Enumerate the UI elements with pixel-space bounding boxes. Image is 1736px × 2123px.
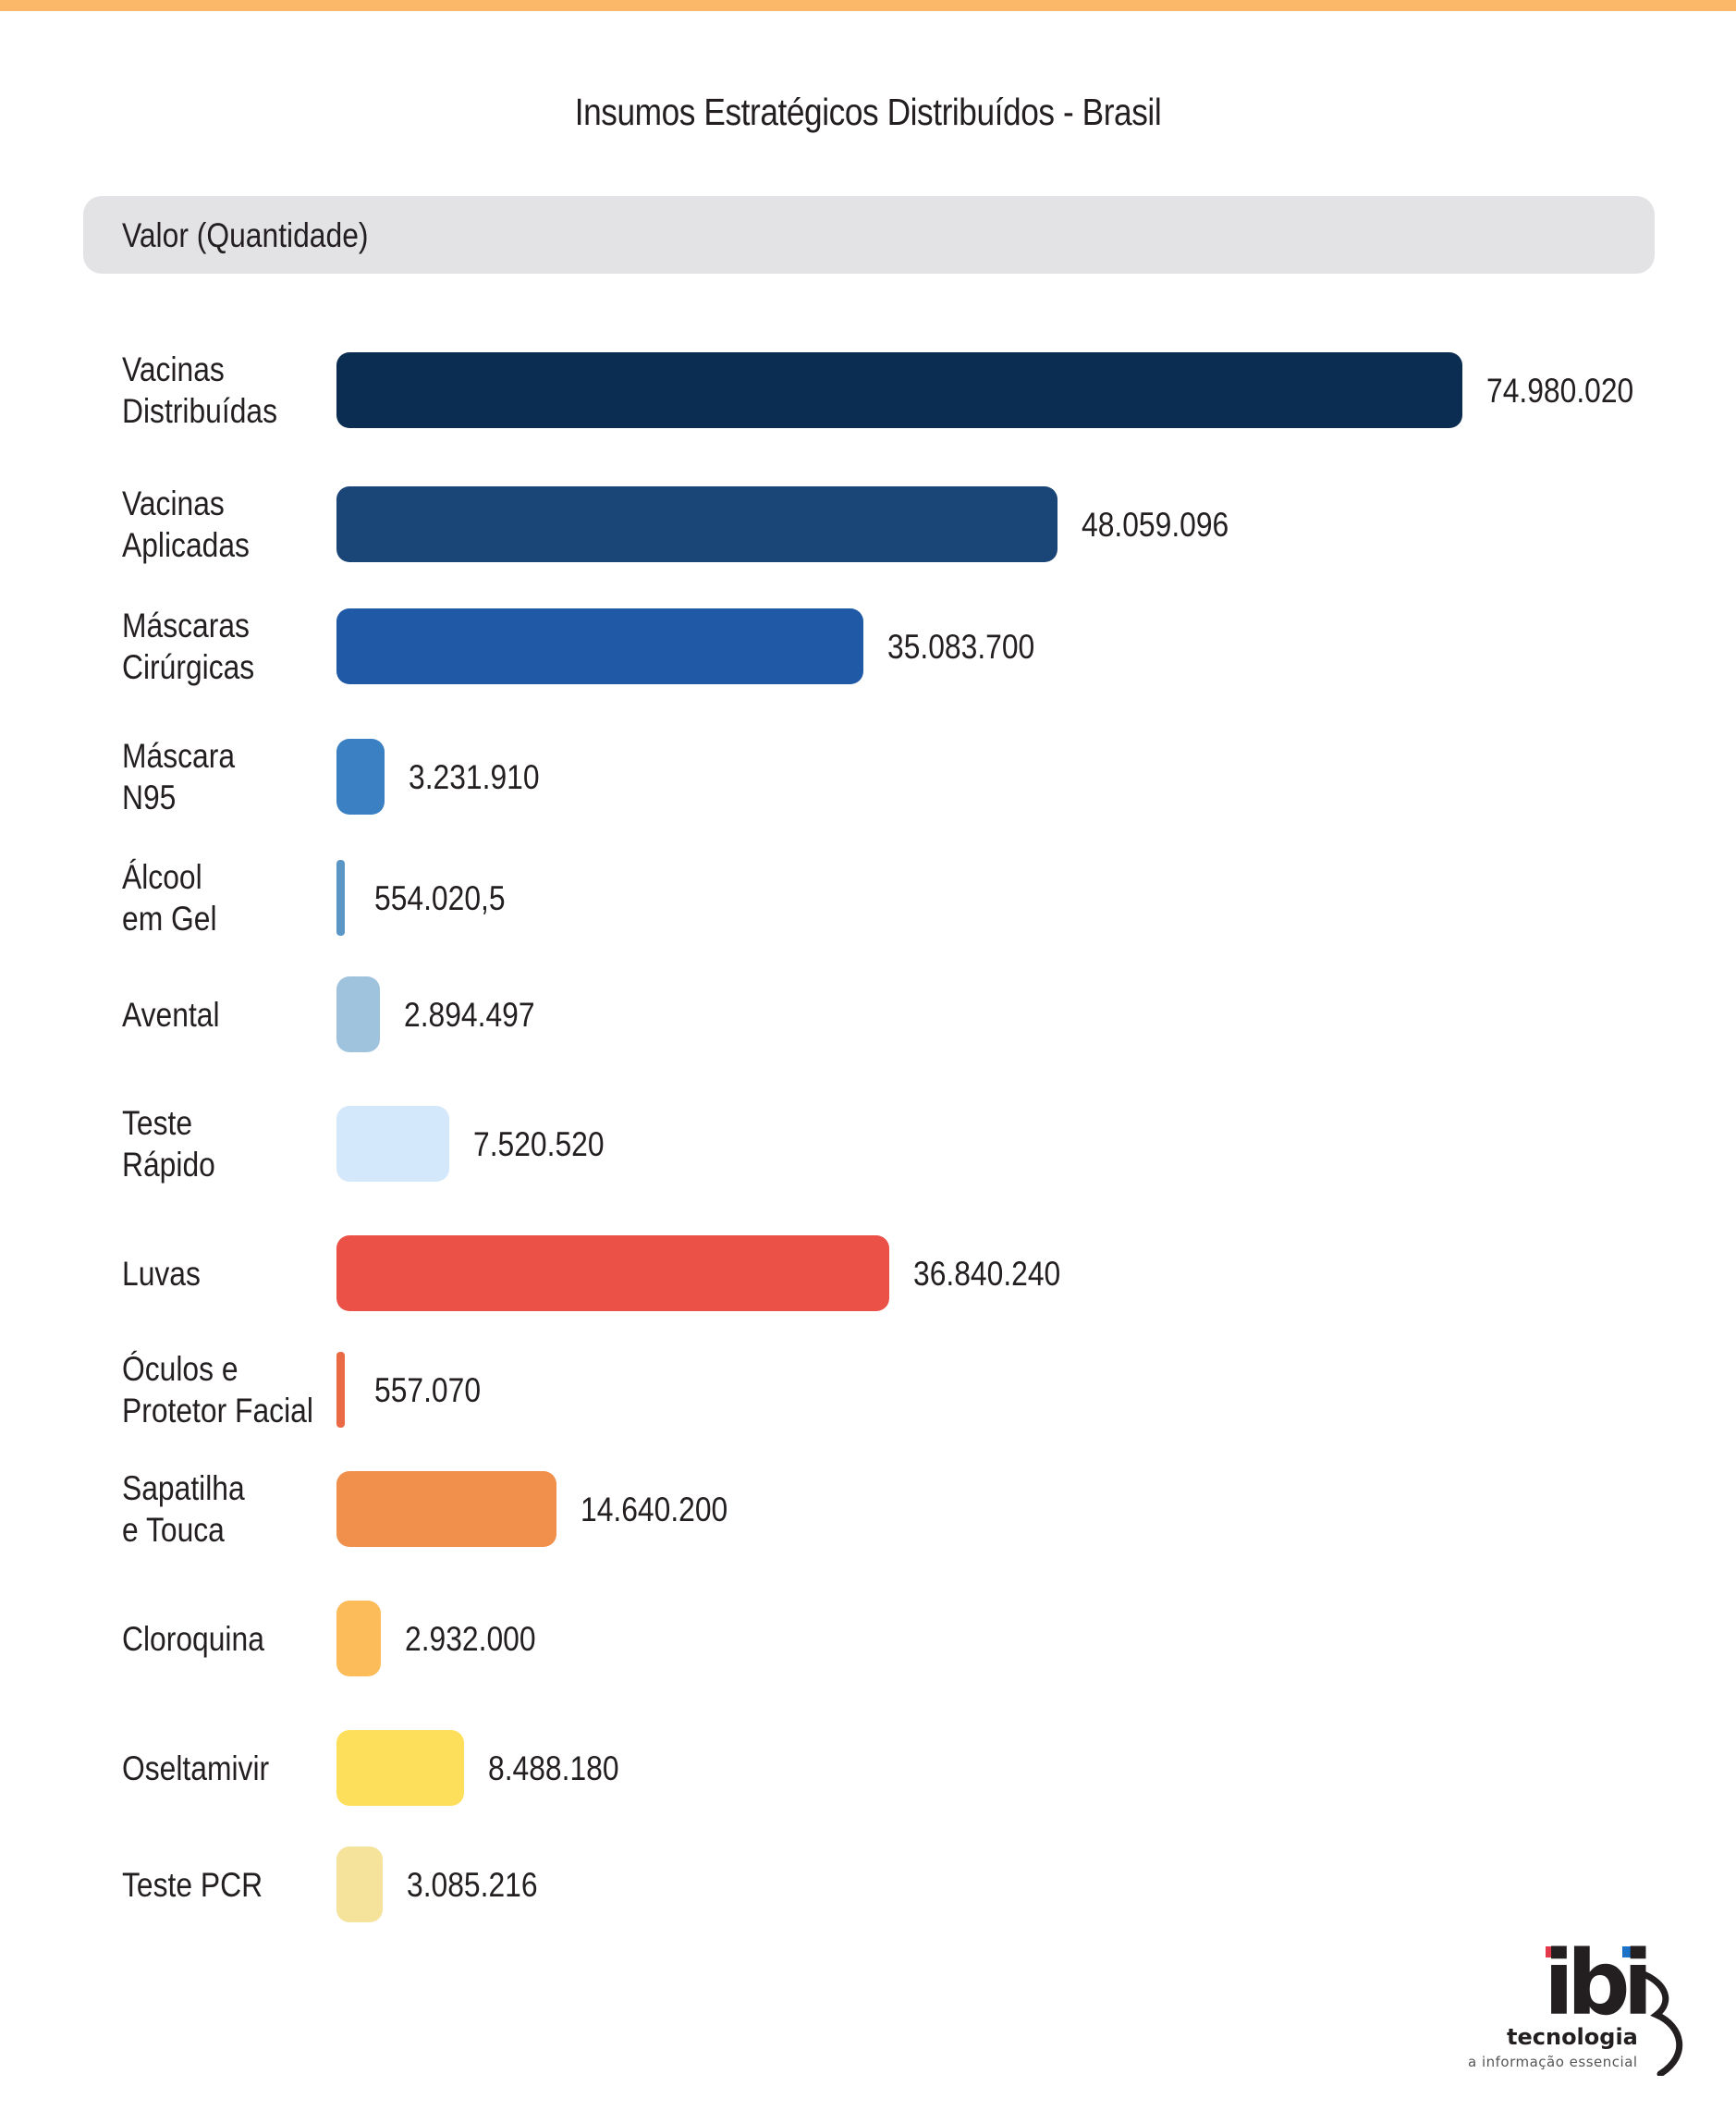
bar — [336, 1471, 556, 1547]
category-label: Cloroquina — [122, 1619, 264, 1658]
category-label: Avental — [122, 995, 220, 1034]
bar — [336, 1106, 450, 1182]
ibi-tecnologia-logo: ibi tecnologia a informação essencial — [1461, 1937, 1701, 2076]
logo-tagline: a informação essencial — [1468, 2054, 1638, 2070]
category-label: Álcool em Gel — [122, 858, 217, 938]
bar — [336, 608, 863, 684]
value-label: 7.520.520 — [473, 1125, 605, 1163]
logo-dot-blue — [1622, 1946, 1633, 1957]
category-label: Vacinas Aplicadas — [122, 485, 250, 564]
category-label: Teste PCR — [122, 1865, 263, 1904]
value-label: 14.640.200 — [580, 1491, 728, 1528]
value-label: 554.020,5 — [373, 879, 506, 917]
value-label: 8.488.180 — [487, 1749, 619, 1787]
category-label: Máscaras Cirúrgicas — [122, 607, 255, 686]
value-label: 74.980.020 — [1485, 372, 1633, 410]
value-label: 3.231.910 — [409, 758, 541, 796]
bar — [336, 1601, 381, 1676]
top-accent-bar — [0, 0, 1736, 11]
bar — [336, 976, 380, 1052]
value-label: 557.070 — [374, 1371, 482, 1409]
logo-hook-curve — [1640, 1970, 1683, 2076]
bar — [336, 1235, 890, 1311]
category-label: Oseltamivir — [122, 1749, 270, 1787]
bar — [336, 1847, 384, 1922]
category-label: Óculos e Protetor Facial — [122, 1350, 313, 1430]
chart-title: Insumos Estratégicos Distribuídos - Bras… — [574, 91, 1162, 133]
value-label: 36.840.240 — [913, 1255, 1061, 1293]
category-label: Máscara N95 — [122, 737, 236, 816]
value-label: 2.894.497 — [404, 996, 535, 1034]
category-label: Teste Rápido — [122, 1104, 215, 1184]
value-label: 2.932.000 — [404, 1620, 536, 1658]
logo-mark-text: ibi — [1544, 1932, 1653, 2035]
header-label: Valor (Quantidade) — [122, 216, 369, 254]
bar — [336, 352, 1462, 428]
bar — [336, 860, 345, 936]
logo-dot-red — [1546, 1946, 1557, 1957]
header-band: Valor (Quantidade) — [83, 196, 1655, 274]
category-label: Sapatilha e Touca — [122, 1469, 245, 1549]
bar — [336, 1730, 464, 1806]
logo-mark-graphic — [1546, 1946, 1683, 2076]
bar — [336, 486, 1058, 562]
logo-name: tecnologia — [1507, 2024, 1638, 2050]
value-label: 35.083.700 — [886, 628, 1035, 666]
category-label: Vacinas Distribuídas — [122, 350, 278, 430]
value-label: 3.085.216 — [407, 1866, 538, 1904]
category-label: Luvas — [122, 1254, 201, 1293]
bar — [336, 739, 385, 815]
bar — [336, 1352, 346, 1428]
value-label: 48.059.096 — [1082, 506, 1229, 544]
